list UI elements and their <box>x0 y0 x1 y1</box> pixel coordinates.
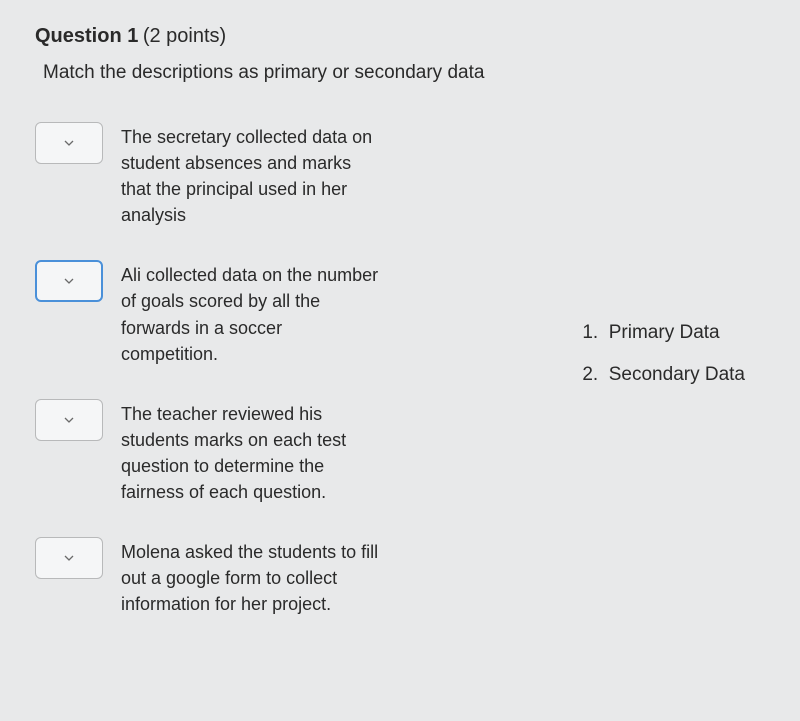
chevron-down-icon <box>64 278 74 284</box>
dropdown-select-2[interactable] <box>35 260 103 302</box>
match-items: The secretary collected data on student … <box>35 122 552 649</box>
option-number: 1. <box>582 322 598 343</box>
answer-options: 1. Primary Data 2. Secondary Data <box>582 122 765 649</box>
dropdown-select-3[interactable] <box>35 399 103 441</box>
match-row: The teacher reviewed his students marks … <box>35 399 552 505</box>
question-prompt: Match the descriptions as primary or sec… <box>35 62 765 84</box>
question-header: Question 1 (2 points) <box>35 25 765 48</box>
answer-option-2: 2. Secondary Data <box>582 354 745 396</box>
option-number: 2. <box>582 364 598 385</box>
question-points: (2 points) <box>143 25 226 47</box>
match-description: The teacher reviewed his students marks … <box>121 399 381 505</box>
chevron-down-icon <box>64 140 74 146</box>
chevron-down-icon <box>64 555 74 561</box>
dropdown-select-4[interactable] <box>35 537 103 579</box>
match-description: Ali collected data on the number of goal… <box>121 260 381 366</box>
answer-option-1: 1. Primary Data <box>582 312 745 354</box>
dropdown-select-1[interactable] <box>35 122 103 164</box>
option-label: Primary Data <box>609 322 720 343</box>
content-area: The secretary collected data on student … <box>35 122 765 649</box>
match-row: The secretary collected data on student … <box>35 122 552 228</box>
question-title: Question 1 <box>35 25 138 47</box>
match-row: Molena asked the students to fill out a … <box>35 537 552 617</box>
match-row: Ali collected data on the number of goal… <box>35 260 552 366</box>
match-description: Molena asked the students to fill out a … <box>121 537 381 617</box>
option-label: Secondary Data <box>609 364 745 385</box>
chevron-down-icon <box>64 417 74 423</box>
match-description: The secretary collected data on student … <box>121 122 381 228</box>
